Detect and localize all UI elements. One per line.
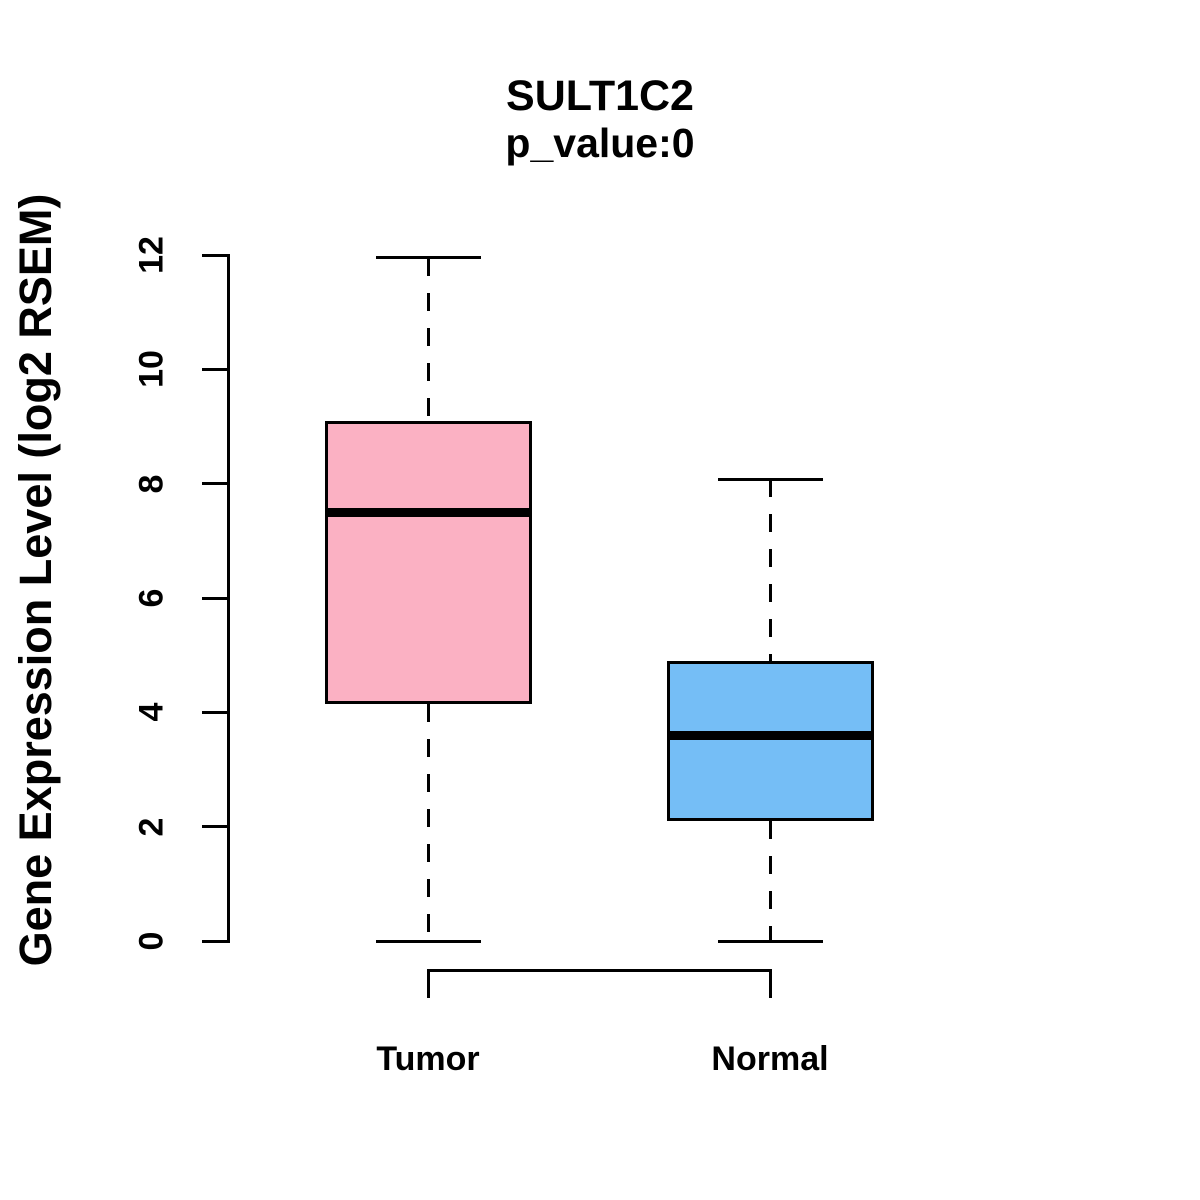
whisker-upper-stem (768, 479, 772, 661)
y-axis-line (227, 254, 230, 943)
chart-subtitle: p_value:0 (505, 120, 695, 166)
x-tick-mark (768, 969, 772, 998)
box-normal (666, 660, 874, 821)
box-tumor (324, 420, 532, 704)
y-axis-title-text: Gene Expression Level (log2 RSEM) (10, 193, 61, 967)
y-tick-mark (202, 482, 227, 486)
category-label-tumor: Tumor (376, 1040, 480, 1078)
y-tick-label-text: 6 (132, 588, 171, 608)
x-axis-line (428, 969, 770, 972)
whisker-lower-stem (768, 820, 772, 941)
category-label-normal: Normal (711, 1040, 829, 1078)
y-tick-label-text: 8 (132, 474, 171, 494)
whisker-upper-stem (426, 257, 430, 421)
y-tick-mark (202, 939, 227, 943)
y-tick-label-text: 12 (132, 236, 171, 274)
y-tick-mark (202, 825, 227, 829)
whisker-upper-cap (375, 256, 481, 260)
whisker-lower-stem (426, 703, 430, 941)
y-tick-label-text: 4 (132, 702, 171, 722)
whisker-upper-cap (717, 477, 823, 481)
y-tick-label-text: 0 (132, 931, 171, 951)
y-tick-mark (202, 596, 227, 600)
whisker-lower-cap (375, 939, 481, 943)
y-tick-mark (202, 367, 227, 371)
x-tick-mark (426, 969, 430, 998)
median-line-normal (666, 730, 874, 740)
y-tick-label-text: 10 (132, 350, 171, 389)
chart-title: SULT1C2 (506, 72, 694, 120)
median-line-tumor (324, 507, 532, 517)
whisker-lower-cap (717, 939, 823, 943)
y-tick-mark (202, 253, 227, 257)
y-tick-label-text: 2 (132, 817, 171, 837)
y-tick-mark (202, 710, 227, 714)
